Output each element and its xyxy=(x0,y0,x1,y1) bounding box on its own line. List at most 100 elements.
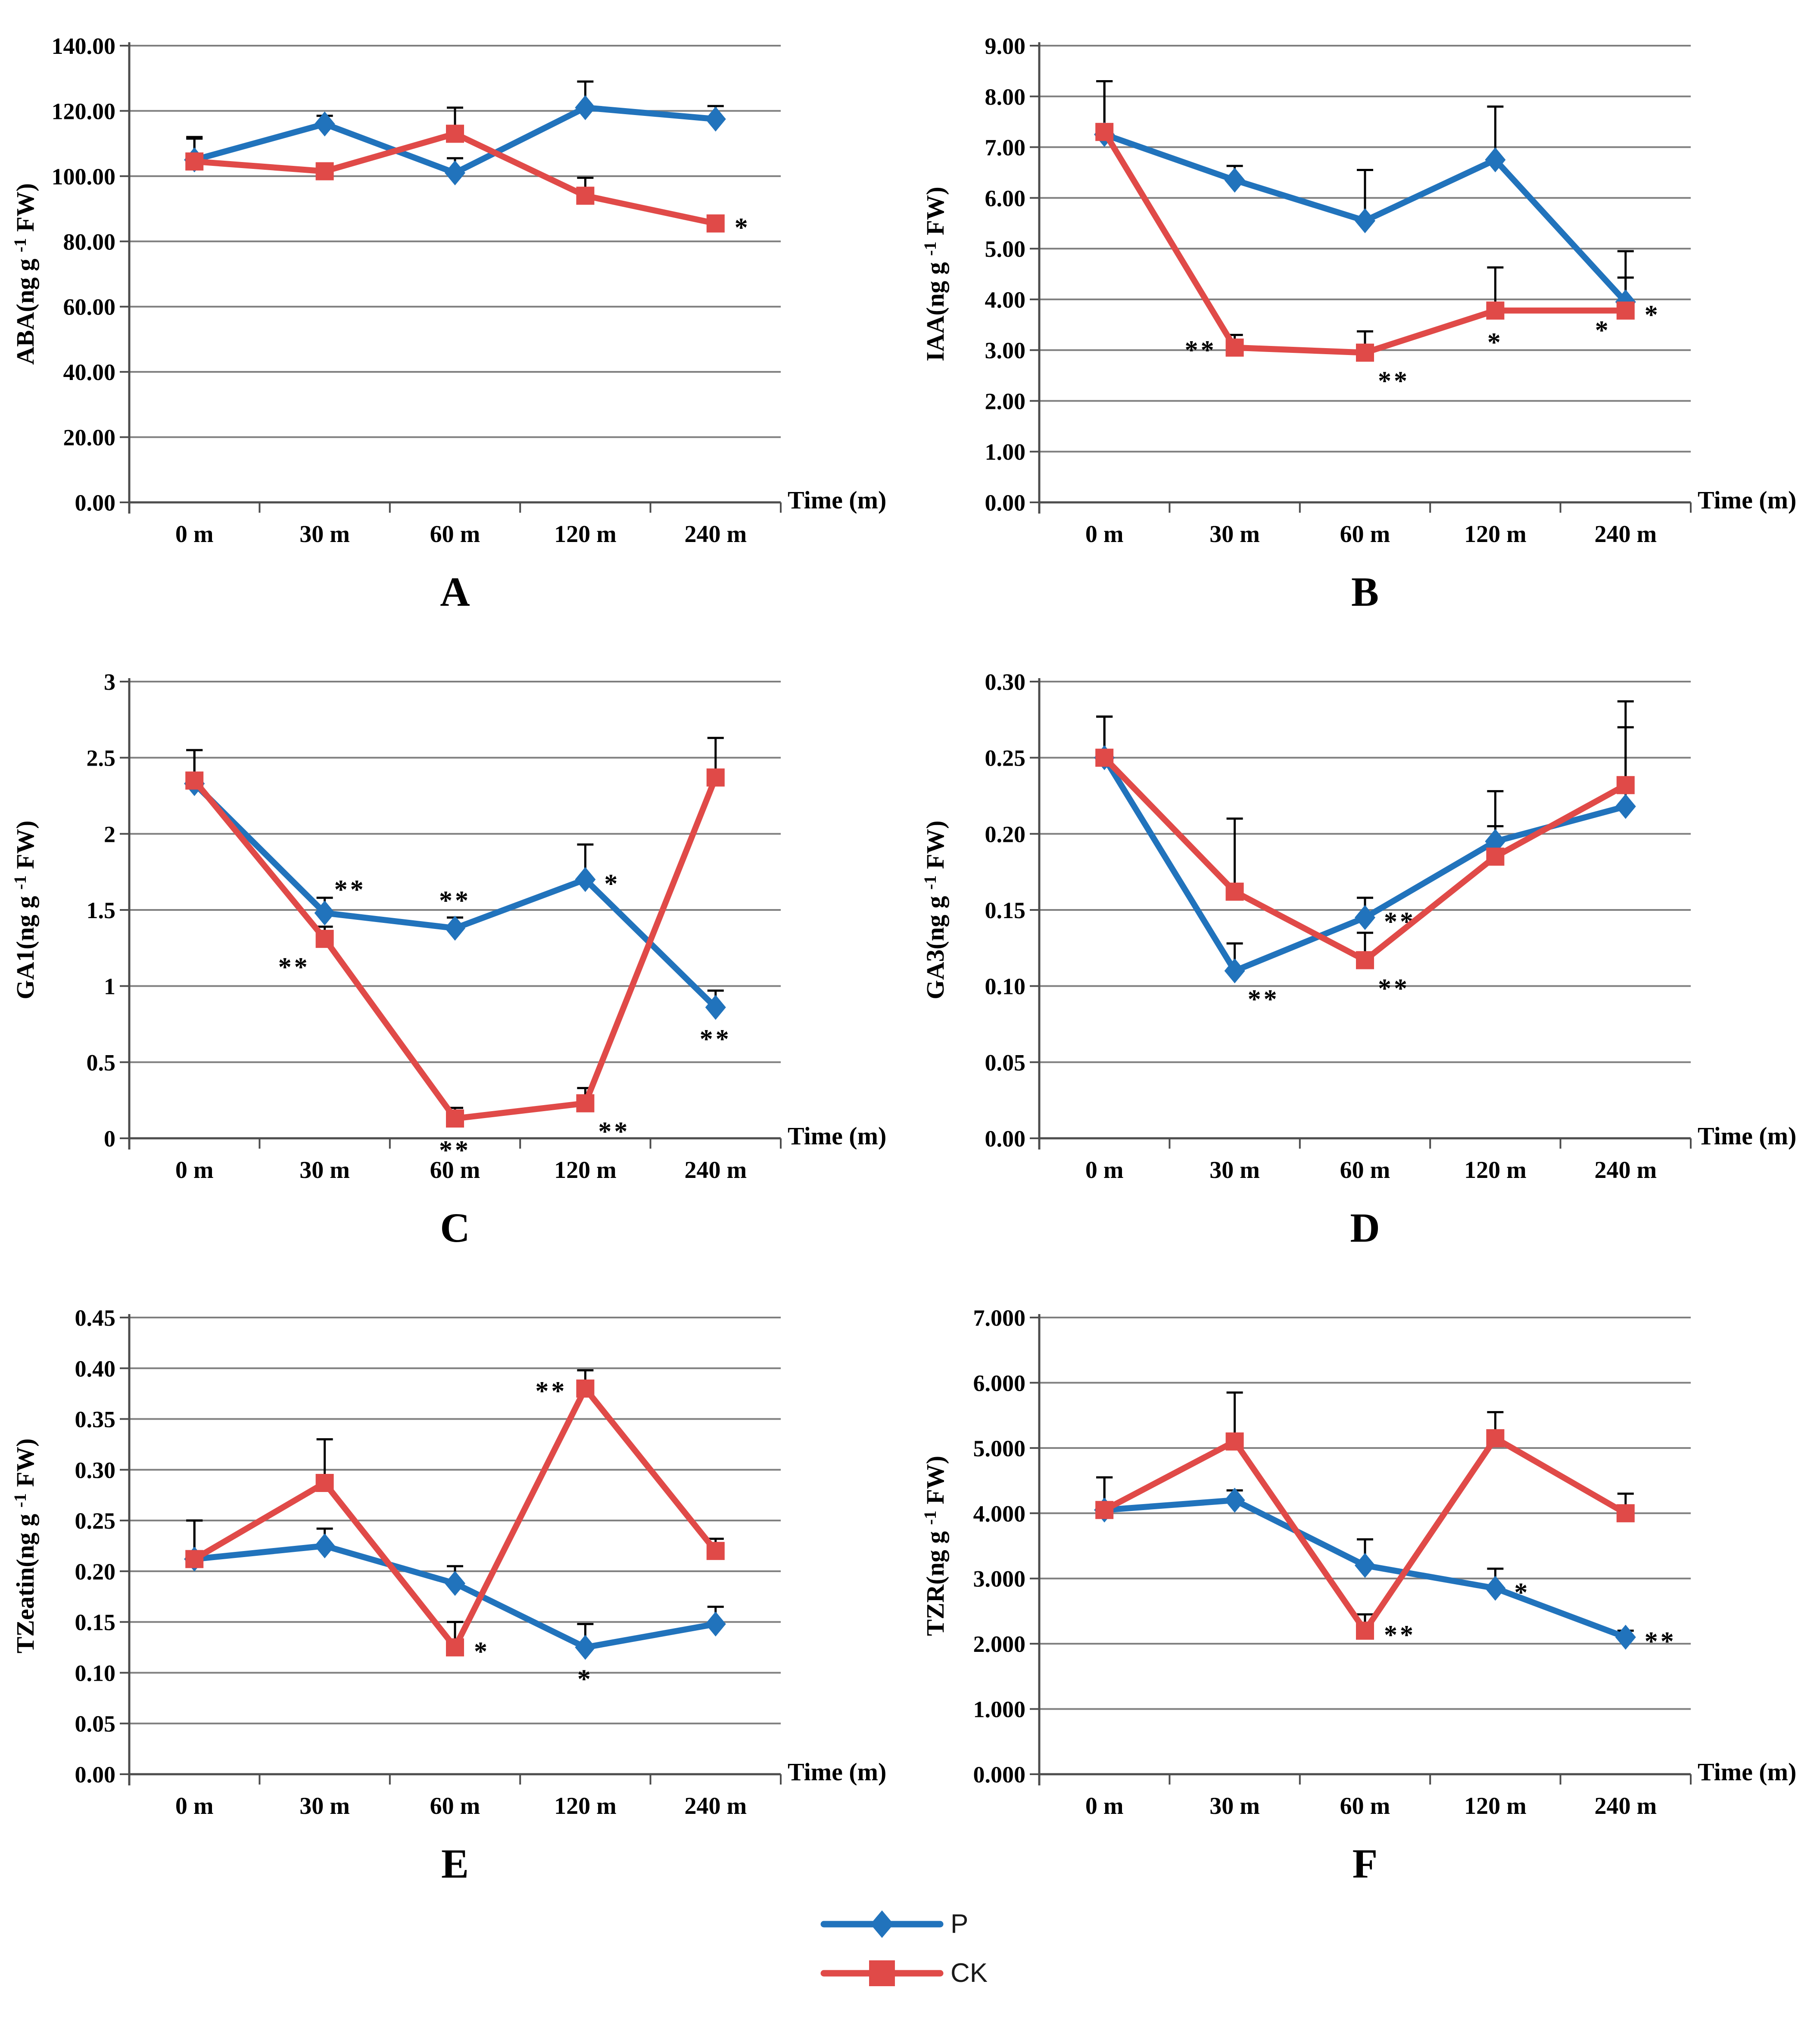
y-tick-label: 7.000 xyxy=(973,1305,1026,1331)
x-tick-label: 240 m xyxy=(1594,1157,1657,1184)
y-tick-label: 4.00 xyxy=(985,287,1026,313)
y-tick-label: 80.00 xyxy=(63,229,116,255)
chart-panel-a: 0.00 20.00 40.00 60.00 80.00 100.00 120.00 140.… xyxy=(0,3,910,624)
marker-p xyxy=(314,1533,335,1558)
panel-letter: F xyxy=(1353,1841,1378,1887)
x-tick-label: 0 m xyxy=(175,1793,214,1819)
significance-marker: ** xyxy=(1185,336,1217,365)
legend-square-marker-ck xyxy=(869,1960,895,1986)
x-tick-label: 60 m xyxy=(430,521,480,548)
x-tick-label: 240 m xyxy=(1594,521,1657,548)
y-tick-label: 0.00 xyxy=(985,1126,1026,1152)
marker-p xyxy=(1485,1576,1506,1601)
y-tick-label: 1.00 xyxy=(985,439,1026,465)
significance-marker: ** xyxy=(535,1377,567,1406)
y-tick-label: 100.00 xyxy=(52,164,116,190)
y-tick-label: 0.40 xyxy=(75,1356,116,1382)
marker-p xyxy=(1224,958,1245,984)
marker-p xyxy=(1224,168,1245,193)
chart-grid: 0.00 20.00 40.00 60.00 80.00 100.00 120.00 140.… xyxy=(0,3,1820,1896)
marker-ck xyxy=(1616,301,1635,320)
y-tick-label: 0.45 xyxy=(75,1305,116,1331)
y-tick-label: 0.00 xyxy=(75,490,116,516)
x-tick-label: 120 m xyxy=(1464,521,1527,548)
marker-ck xyxy=(1486,847,1505,866)
chart-svg-f: 0.000 1.000 2.000 3.000 4.000 5.000 6.000 7.000… xyxy=(920,1305,1796,1887)
y-tick-label: 8.00 xyxy=(985,84,1026,110)
y-tick-label: 0.15 xyxy=(985,897,1026,923)
x-tick-label: 60 m xyxy=(430,1793,480,1819)
marker-p xyxy=(1615,1625,1636,1650)
legend-label-ck: CK xyxy=(951,1958,988,1988)
legend-swatch-p xyxy=(820,1910,944,1938)
x-tick-label: 0 m xyxy=(1085,1157,1124,1184)
y-tick-label: 0 xyxy=(104,1126,115,1152)
x-tick-label: 60 m xyxy=(1340,1793,1390,1819)
marker-ck xyxy=(185,152,204,171)
x-tick-label: 30 m xyxy=(299,521,350,548)
marker-ck xyxy=(576,1094,595,1112)
y-tick-label: 60.00 xyxy=(63,294,116,320)
y-tick-label: 0.000 xyxy=(973,1762,1026,1788)
y-tick-label: 2.000 xyxy=(973,1631,1026,1657)
marker-ck xyxy=(1486,301,1505,320)
panel-letter: E xyxy=(441,1841,469,1887)
series-line-ck xyxy=(1101,1435,1629,1634)
x-tick-label: 0 m xyxy=(175,521,214,548)
chart-panel-c: 0 0.5 1 1.5 2 2.5 3 0 m 30 m 60 m 120 m 240 m Time (… xyxy=(0,639,910,1260)
marker-ck xyxy=(1486,1429,1505,1448)
y-tick-label: 40.00 xyxy=(63,359,116,385)
y-tick-label: 0.20 xyxy=(985,821,1026,847)
y-tick-label: 0.5 xyxy=(87,1050,116,1075)
marker-ck xyxy=(315,1473,334,1492)
y-tick-label: 0.25 xyxy=(985,745,1026,771)
y-tick-label: 2.5 xyxy=(87,745,116,771)
significance-marker: ** xyxy=(700,1025,732,1054)
marker-p xyxy=(1485,147,1506,172)
y-tick-label: 0.15 xyxy=(75,1610,116,1635)
legend-swatch-ck xyxy=(820,1960,944,1986)
marker-ck xyxy=(446,125,464,143)
marker-ck xyxy=(1356,343,1374,362)
significance-marker: * xyxy=(1595,316,1611,345)
y-tick-label: 0.10 xyxy=(75,1660,116,1686)
marker-p xyxy=(1355,1553,1375,1578)
marker-p xyxy=(1355,208,1375,234)
significance-marker: ** xyxy=(1645,1627,1677,1656)
y-tick-label: 4.000 xyxy=(973,1501,1026,1526)
significance-marker: ** xyxy=(439,1136,471,1165)
y-tick-label: 3 xyxy=(104,669,115,695)
y-tick-label: 6.00 xyxy=(985,185,1026,211)
y-tick-label: 0.05 xyxy=(985,1050,1026,1075)
marker-p xyxy=(445,916,465,941)
y-tick-label: 20.00 xyxy=(63,425,116,451)
marker-p xyxy=(1355,905,1375,930)
chart-svg-a: 0.00 20.00 40.00 60.00 80.00 100.00 120.00 140.… xyxy=(10,33,886,615)
x-axis-title: Time (m) xyxy=(788,1122,886,1150)
significance-marker: ** xyxy=(439,886,471,915)
marker-ck xyxy=(706,768,725,787)
chart-svg-e: 0.00 0.05 0.10 0.15 0.20 0.25 0.30 0.35 0.40 0.45… xyxy=(10,1305,886,1887)
x-tick-label: 120 m xyxy=(554,1793,617,1819)
marker-ck xyxy=(1356,951,1374,969)
y-tick-label: 140.00 xyxy=(52,33,116,59)
y-tick-label: 0.20 xyxy=(75,1559,116,1585)
x-tick-label: 240 m xyxy=(684,521,747,548)
chart-svg-b: 0.00 1.00 2.00 3.00 4.00 5.00 6.00 7.00 8.00 9.00… xyxy=(920,33,1796,615)
x-tick-label: 0 m xyxy=(1085,1793,1124,1819)
y-tick-label: 1.5 xyxy=(87,897,116,923)
x-tick-label: 0 m xyxy=(1085,521,1124,548)
significance-marker: * xyxy=(735,213,751,243)
significance-marker: * xyxy=(1514,1578,1530,1607)
legend-item-p: P xyxy=(820,1907,1000,1941)
marker-p xyxy=(705,106,726,132)
x-axis-title: Time (m) xyxy=(1698,1122,1796,1150)
marker-ck xyxy=(1225,1432,1244,1451)
marker-p xyxy=(575,867,596,892)
marker-ck xyxy=(1616,776,1635,794)
significance-marker: ** xyxy=(598,1117,630,1146)
x-tick-label: 30 m xyxy=(299,1793,350,1819)
y-axis-title: GA1(ng g -1 FW) xyxy=(10,820,39,999)
